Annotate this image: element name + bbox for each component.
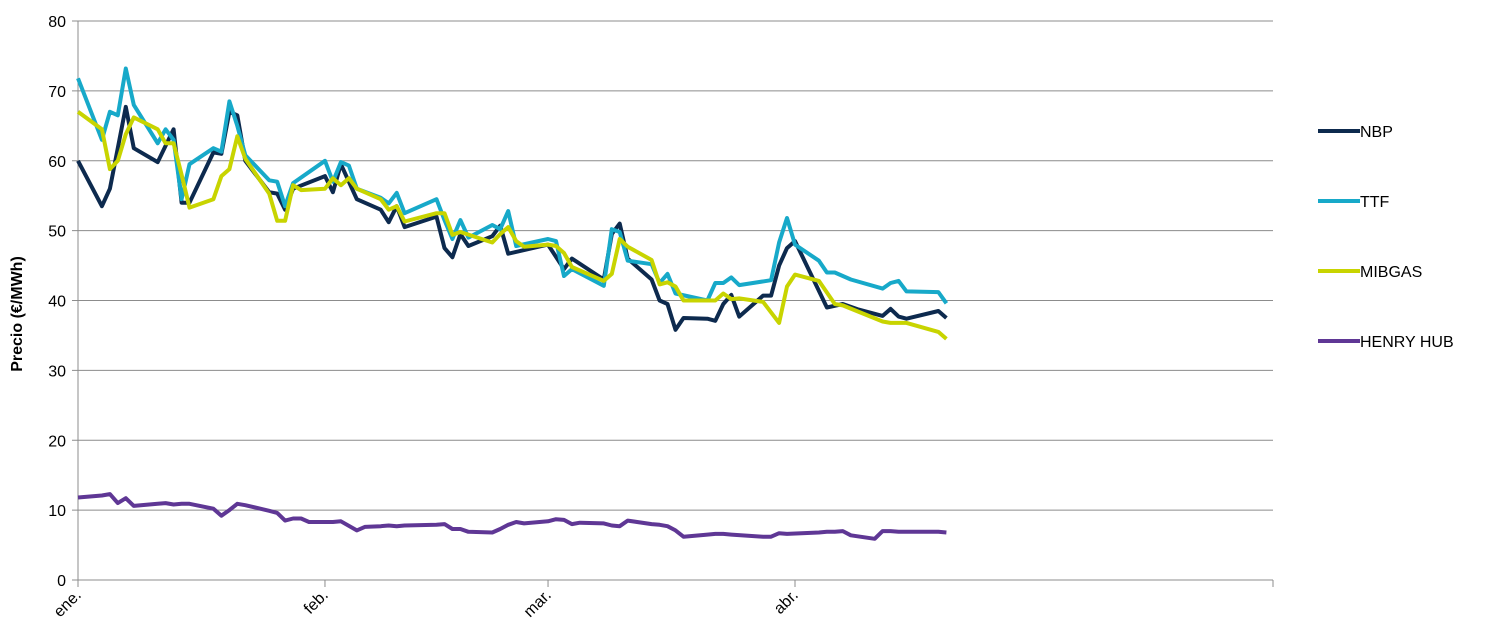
y-axis-title: Precio (€/MWh) (9, 256, 26, 372)
legend-label: MIBGAS (1360, 264, 1422, 281)
y-tick-label: 20 (48, 433, 66, 450)
legend-label: NBP (1360, 124, 1393, 141)
y-tick-label: 10 (48, 503, 66, 520)
y-tick-label: 80 (48, 14, 66, 31)
y-tick-label: 70 (48, 84, 66, 101)
y-tick-label: 30 (48, 363, 66, 380)
x-tick-label: feb. (301, 587, 332, 618)
legend-item-nbp: NBP (1318, 124, 1393, 141)
gridlines (78, 20, 1273, 511)
x-tick-label: mar. (521, 587, 555, 621)
series-line-henry-hub (77, 492, 947, 541)
series-line-ttf (76, 66, 949, 305)
legend-label: HENRY HUB (1360, 334, 1454, 351)
legend: NBP TTF MIBGAS HENRY HUB (1318, 124, 1454, 351)
legend-item-mibgas: MIBGAS (1318, 264, 1422, 281)
series-lines (76, 66, 949, 541)
legend-label: TTF (1360, 194, 1390, 211)
series-line-mibgas (76, 110, 948, 341)
legend-item-ttf: TTF (1318, 194, 1390, 211)
legend-item-henry-hub: HENRY HUB (1318, 334, 1454, 351)
y-tick-label: 60 (48, 154, 66, 171)
x-tick-label: ene. (51, 587, 85, 621)
series-line-nbp (76, 104, 948, 332)
y-tick-label: 50 (48, 224, 66, 241)
y-tick-label: 0 (57, 573, 66, 590)
y-tick-label: 40 (48, 294, 66, 311)
x-tick-label: abr. (771, 587, 802, 618)
